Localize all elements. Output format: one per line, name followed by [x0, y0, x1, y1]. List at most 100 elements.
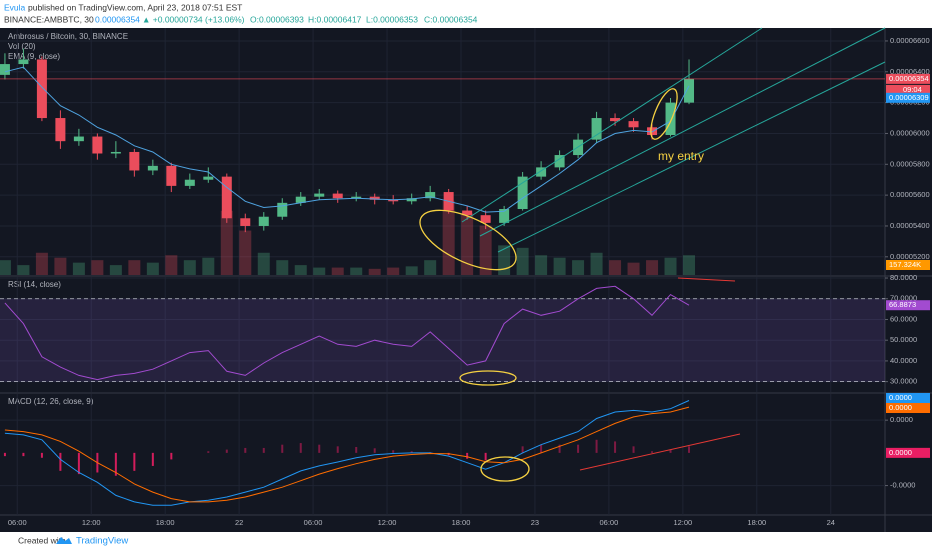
volume-bar — [368, 268, 381, 275]
macd-title: MACD (12, 26, close, 9) — [8, 397, 94, 406]
macd-histogram-bar — [558, 444, 561, 453]
volume-ma-label: 157.324K — [889, 260, 921, 269]
price-tag-label: 0.00006354 — [889, 74, 929, 83]
highlight-ellipse — [419, 209, 517, 271]
candle-body — [351, 196, 362, 199]
price-change: ▲ +0.00000734 (+13.06%) — [142, 14, 245, 24]
candle-body — [332, 193, 343, 199]
macd-histogram-bar — [244, 447, 247, 453]
macd-histogram-bar — [651, 451, 654, 453]
drawings — [419, 27, 886, 482]
y-tick-label: 50.0000 — [890, 335, 917, 344]
vol-label: Vol (20) — [8, 42, 36, 51]
macd-histogram-bar — [577, 444, 580, 453]
volume-bar — [387, 267, 400, 275]
high: H:0.00006417 — [308, 14, 362, 24]
macd-histogram-bar — [632, 446, 635, 453]
candle-body — [536, 167, 547, 177]
candle-body — [129, 151, 140, 171]
trend-line — [579, 433, 741, 471]
candle-body — [277, 202, 288, 217]
x-tick-label: 06:00 — [600, 518, 619, 527]
candle-body — [36, 59, 47, 119]
macd-histogram-bar — [151, 452, 154, 466]
macd-histogram-bar — [40, 452, 43, 458]
y-tick-label: 0.0000 — [890, 415, 913, 424]
macd-histogram-bar — [614, 441, 617, 453]
volume-bar — [461, 213, 474, 275]
highlight-ellipse — [459, 370, 517, 386]
countdown: 09:04 — [903, 85, 922, 94]
macd-histogram-bar — [281, 444, 284, 453]
logo — [56, 537, 72, 544]
y-tick-label: 60.0000 — [890, 314, 917, 323]
author[interactable]: Evula — [4, 2, 26, 12]
price-tag — [886, 73, 930, 84]
candle-body — [18, 59, 29, 65]
volume-bar — [553, 257, 566, 275]
volume-bar — [609, 260, 622, 275]
macd-histogram-bar — [225, 449, 228, 453]
footer-created: Created with — [18, 535, 66, 545]
macd-line — [4, 400, 690, 506]
price-tag — [886, 393, 930, 403]
x-tick-label: 22 — [235, 518, 243, 527]
volume-bar — [0, 260, 11, 275]
candle-body — [425, 192, 436, 199]
y-tick-label: 0.00005600 — [890, 190, 930, 199]
y-tick-label: 30.0000 — [890, 377, 917, 386]
candle-body — [295, 196, 306, 203]
x-tick-label: 06:00 — [8, 518, 27, 527]
trend-line — [677, 277, 736, 282]
footer-bg — [0, 532, 932, 550]
candle-body — [610, 118, 621, 122]
volume-bar — [35, 252, 48, 275]
macd-histogram-bar — [669, 449, 672, 453]
price-tag — [886, 92, 930, 103]
volume-bar — [664, 257, 677, 275]
y-tick-label: 0.00006600 — [890, 36, 930, 45]
volume-ma-tag — [886, 260, 930, 270]
published: published on TradingView.com, April 23, … — [28, 2, 242, 12]
open: O:0.00006393 — [250, 14, 304, 24]
macd-histogram-bar — [410, 451, 413, 453]
volume-bar — [424, 260, 437, 275]
price-tag-label: 0.0000 — [889, 403, 912, 412]
y-tick-label: 80.0000 — [890, 273, 917, 282]
macd-histogram-bar — [688, 446, 691, 453]
macd-line — [4, 406, 690, 503]
volume-bar — [479, 225, 492, 275]
macd-histogram-bar — [133, 452, 136, 471]
y-tick-label: 70.0000 — [890, 294, 917, 303]
x-tick-label: 12:00 — [673, 518, 692, 527]
macd-histogram-bar — [466, 452, 469, 459]
candle-body — [665, 102, 676, 136]
volume-bar — [220, 210, 233, 275]
symbol: BINANCE:AMBBTC, 30 — [4, 14, 94, 24]
volume-bar — [350, 267, 363, 275]
last-price: 0.00006354 — [95, 14, 140, 24]
footer-brand[interactable]: TradingView — [76, 536, 128, 547]
volume-bar — [313, 267, 326, 275]
x-tick-label: 12:00 — [82, 518, 101, 527]
candle-body — [184, 179, 195, 186]
volume-bar — [72, 262, 85, 275]
macd-histogram-bar — [59, 452, 62, 471]
volume-bar — [257, 252, 270, 275]
channel-line — [479, 27, 886, 237]
candle-body — [406, 198, 417, 202]
y-tick-label: 0.00006400 — [890, 67, 930, 76]
candle-body — [480, 215, 491, 223]
volume-bar — [276, 260, 289, 275]
candle-body — [240, 218, 251, 226]
candle-body — [203, 176, 214, 180]
price-tag-label: 0.00006309 — [889, 93, 929, 102]
volume-bar — [572, 260, 585, 275]
x-tick-label: 18:00 — [747, 518, 766, 527]
candle-body — [166, 165, 177, 186]
volume-bar — [516, 247, 529, 275]
y-tick-label: -0.0000 — [890, 481, 915, 490]
macd-histogram-bar — [114, 452, 117, 476]
volume-bar — [646, 260, 659, 275]
